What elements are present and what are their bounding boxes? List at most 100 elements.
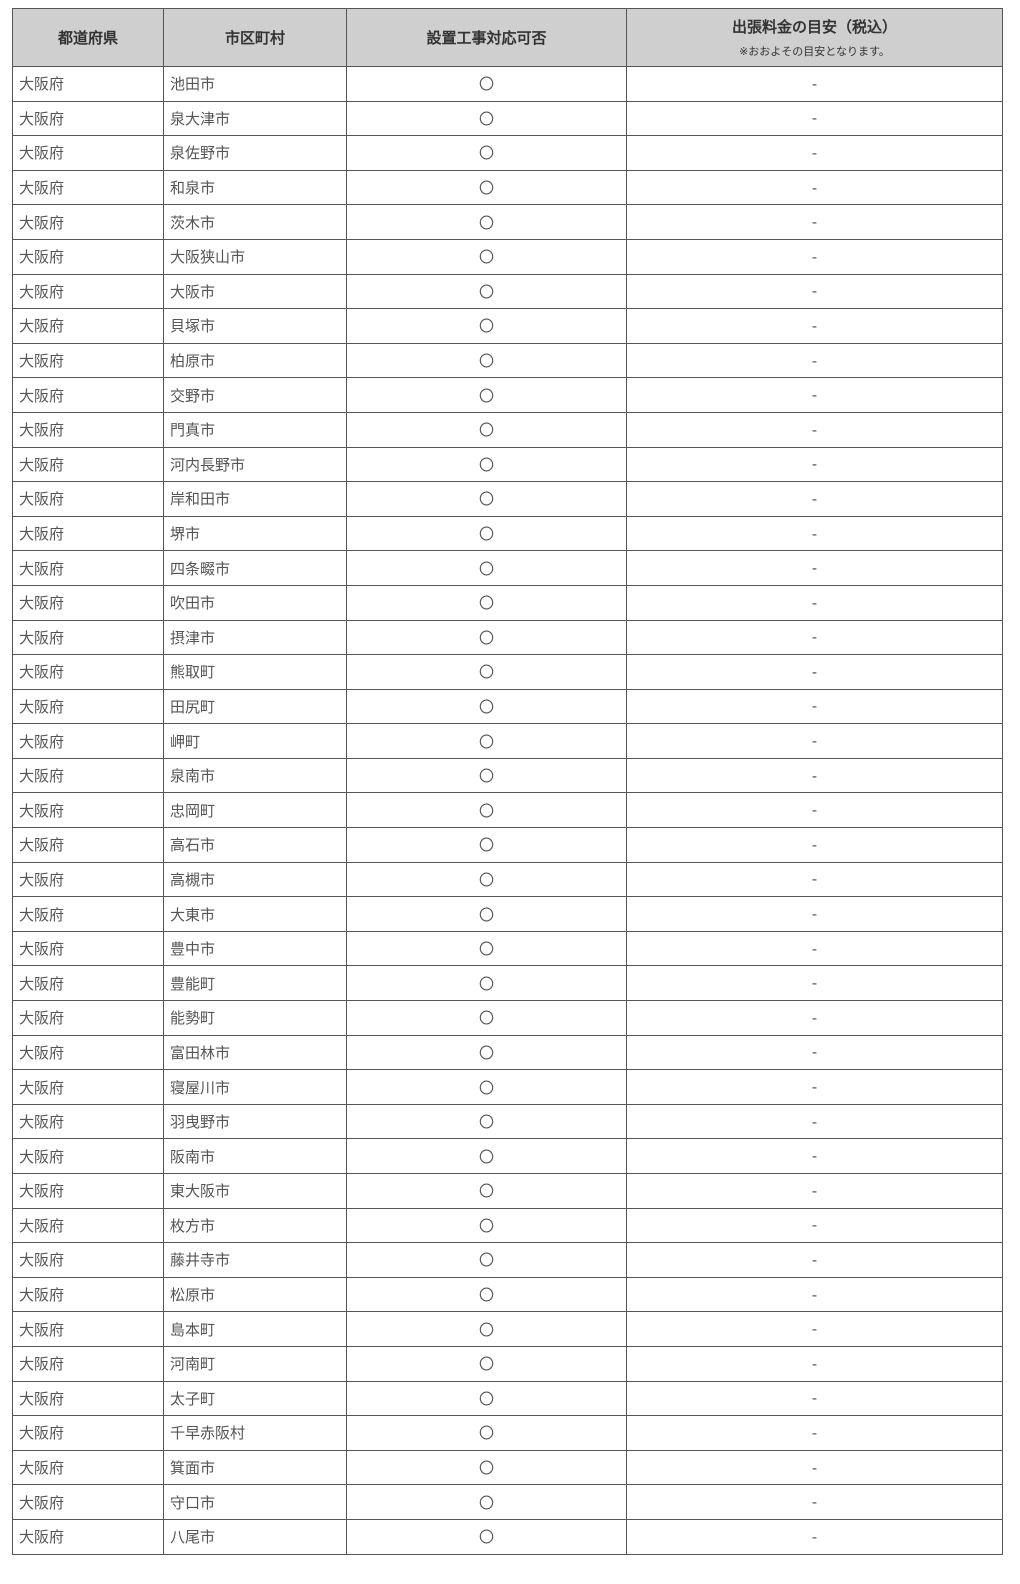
prefecture-cell: 大阪府 xyxy=(12,584,164,621)
prefecture-cell: 大阪府 xyxy=(12,965,164,1002)
prefecture-cell: 大阪府 xyxy=(12,1069,164,1105)
city-cell: 島本町 xyxy=(163,1311,347,1347)
installation-cell: 〇 xyxy=(346,757,627,794)
installation-cell: 〇 xyxy=(346,481,627,517)
prefecture-cell: 大阪府 xyxy=(12,1034,164,1071)
fee-cell: - xyxy=(626,446,1003,483)
installation-cell: 〇 xyxy=(346,411,627,448)
installation-cell: 〇 xyxy=(346,66,627,102)
table-row: 大阪府 高石市〇 - xyxy=(12,827,1003,863)
installation-cell: 〇 xyxy=(346,930,627,967)
installation-cell: 〇 xyxy=(346,654,627,690)
prefecture-cell: 大阪府 xyxy=(12,66,164,102)
fee-cell: - xyxy=(626,930,1003,967)
fee-cell: - xyxy=(626,481,1003,517)
prefecture-cell: 大阪府 xyxy=(12,1000,164,1036)
table-row: 大阪府 田尻町〇 - xyxy=(12,688,1003,725)
installation-cell: 〇 xyxy=(346,100,627,137)
table-row: 大阪府 東大阪市〇 - xyxy=(12,1173,1003,1209)
header-fee-note: ※おおよその目安となります。 xyxy=(739,45,890,58)
table-row: 大阪府 交野市〇 - xyxy=(12,377,1003,413)
installation-cell: 〇 xyxy=(346,792,627,829)
table-row: 大阪府 和泉市〇 - xyxy=(12,169,1003,206)
installation-cell: 〇 xyxy=(346,1000,627,1036)
city-cell: 柏原市 xyxy=(163,342,347,379)
city-cell: 豊中市 xyxy=(163,930,347,967)
table-row: 大阪府 大阪市〇 - xyxy=(12,273,1003,310)
prefecture-cell: 大阪府 xyxy=(12,1415,164,1451)
table-row: 大阪府 柏原市〇 - xyxy=(12,342,1003,379)
prefecture-cell: 大阪府 xyxy=(12,688,164,725)
installation-cell: 〇 xyxy=(346,1311,627,1347)
fee-cell: - xyxy=(626,238,1003,275)
fee-cell: - xyxy=(626,273,1003,310)
fee-cell: - xyxy=(626,204,1003,240)
fee-cell: - xyxy=(626,1311,1003,1347)
table-row: 大阪府 高槻市〇 - xyxy=(12,861,1003,898)
installation-cell: 〇 xyxy=(346,1380,627,1417)
table-row: 大阪府 河内長野市〇 - xyxy=(12,446,1003,483)
fee-cell: - xyxy=(626,515,1003,552)
installation-cell: 〇 xyxy=(346,342,627,379)
city-cell: 泉南市 xyxy=(163,757,347,794)
table-row: 大阪府 島本町〇 - xyxy=(12,1311,1003,1347)
installation-cell: 〇 xyxy=(346,135,627,171)
table-row: 大阪府 大東市〇 - xyxy=(12,896,1003,932)
prefecture-cell: 大阪府 xyxy=(12,550,164,586)
city-cell: 守口市 xyxy=(163,1484,347,1520)
prefecture-cell: 大阪府 xyxy=(12,411,164,448)
installation-cell: 〇 xyxy=(346,723,627,759)
installation-cell: 〇 xyxy=(346,619,627,656)
fee-cell: - xyxy=(626,792,1003,829)
prefecture-cell: 大阪府 xyxy=(12,342,164,379)
prefecture-cell: 大阪府 xyxy=(12,169,164,206)
table-row: 大阪府 羽曳野市〇 - xyxy=(12,1103,1003,1140)
table-row: 大阪府 門真市〇 - xyxy=(12,411,1003,448)
prefecture-cell: 大阪府 xyxy=(12,619,164,656)
service-area-table: 都道府県 市区町村 設置工事対応可否 出張料金の目安（税込） ※おおよその目安とな… xyxy=(12,8,1003,1555)
header-fee-title: 出張料金の目安（税込） xyxy=(731,18,897,36)
city-cell: 大東市 xyxy=(163,896,347,932)
prefecture-cell: 大阪府 xyxy=(12,204,164,240)
prefecture-cell: 大阪府 xyxy=(12,1276,164,1313)
fee-cell: - xyxy=(626,1069,1003,1105)
prefecture-cell: 大阪府 xyxy=(12,1380,164,1417)
prefecture-cell: 大阪府 xyxy=(12,1311,164,1347)
table-row: 大阪府 岬町〇 - xyxy=(12,723,1003,759)
city-cell: 羽曳野市 xyxy=(163,1103,347,1140)
installation-cell: 〇 xyxy=(346,1242,627,1278)
city-cell: 大阪市 xyxy=(163,273,347,310)
table-row: 大阪府 阪南市〇 - xyxy=(12,1138,1003,1174)
installation-cell: 〇 xyxy=(346,1173,627,1209)
city-cell: 東大阪市 xyxy=(163,1173,347,1209)
city-cell: 能勢町 xyxy=(163,1000,347,1036)
table-row: 大阪府 八尾市〇 - xyxy=(12,1518,1003,1555)
fee-cell: - xyxy=(626,1242,1003,1278)
table-row: 大阪府 岸和田市〇 - xyxy=(12,481,1003,517)
fee-cell: - xyxy=(626,1000,1003,1036)
table-row: 大阪府 大阪狭山市〇 - xyxy=(12,238,1003,275)
city-cell: 泉大津市 xyxy=(163,100,347,137)
city-cell: 河南町 xyxy=(163,1345,347,1382)
city-cell: 貝塚市 xyxy=(163,308,347,344)
installation-cell: 〇 xyxy=(346,1345,627,1382)
prefecture-cell: 大阪府 xyxy=(12,481,164,517)
prefecture-cell: 大阪府 xyxy=(12,930,164,967)
table-header-row: 都道府県 市区町村 設置工事対応可否 出張料金の目安（税込） ※おおよその目安とな… xyxy=(12,8,1003,67)
table-row: 大阪府 守口市〇 - xyxy=(12,1484,1003,1520)
fee-cell: - xyxy=(626,757,1003,794)
fee-cell: - xyxy=(626,1173,1003,1209)
installation-cell: 〇 xyxy=(346,308,627,344)
table-row: 大阪府 忠岡町〇 - xyxy=(12,792,1003,829)
installation-cell: 〇 xyxy=(346,550,627,586)
table-row: 大阪府 豊能町〇 - xyxy=(12,965,1003,1002)
fee-cell: - xyxy=(626,827,1003,863)
fee-cell: - xyxy=(626,169,1003,206)
fee-cell: - xyxy=(626,619,1003,656)
header-prefecture: 都道府県 xyxy=(12,8,164,67)
fee-cell: - xyxy=(626,1034,1003,1071)
city-cell: 千早赤阪村 xyxy=(163,1415,347,1451)
installation-cell: 〇 xyxy=(346,1138,627,1174)
prefecture-cell: 大阪府 xyxy=(12,861,164,898)
prefecture-cell: 大阪府 xyxy=(12,238,164,275)
